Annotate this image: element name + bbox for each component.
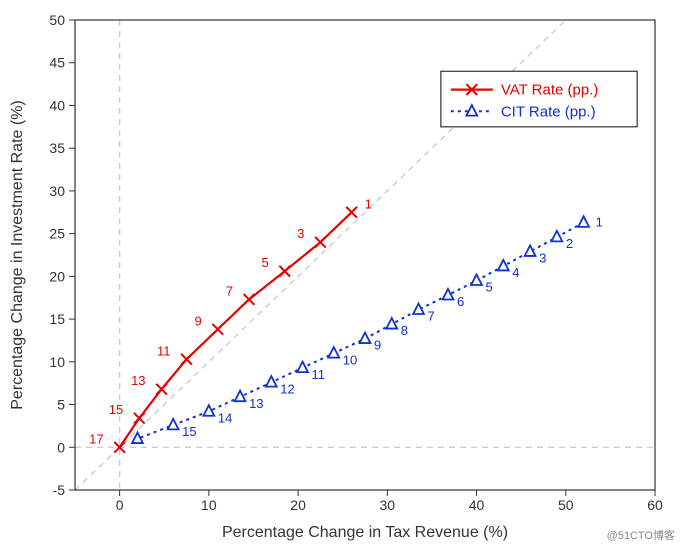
- point-label: 1: [596, 215, 603, 230]
- y-tick-label: 45: [49, 55, 65, 71]
- y-tick-label: 15: [49, 311, 65, 327]
- point-label: 2: [566, 236, 573, 251]
- point-label: 11: [157, 343, 171, 358]
- x-tick-label: 0: [116, 497, 124, 513]
- point-label: 13: [131, 373, 145, 388]
- point-label: 3: [539, 251, 546, 266]
- point-label: 15: [182, 424, 196, 439]
- point-label: 9: [374, 338, 381, 353]
- y-tick-label: 25: [49, 226, 65, 242]
- chart-svg: 0102030405060-505101520253035404550Perce…: [0, 0, 681, 545]
- point-label: 14: [218, 410, 232, 425]
- point-label: 3: [297, 226, 304, 241]
- point-label: 7: [226, 283, 233, 298]
- y-tick-label: 40: [49, 97, 65, 113]
- point-label: 8: [401, 323, 408, 338]
- point-label: 5: [261, 255, 268, 270]
- point-label: 10: [343, 352, 357, 367]
- point-label: 17: [89, 431, 103, 446]
- x-tick-label: 40: [469, 497, 485, 513]
- y-tick-label: 5: [57, 397, 65, 413]
- point-label: 7: [428, 309, 435, 324]
- y-axis-label: Percentage Change in Investment Rate (%): [9, 100, 26, 410]
- y-tick-label: 10: [49, 354, 65, 370]
- point-label: 6: [457, 294, 464, 309]
- x-tick-label: 30: [380, 497, 396, 513]
- y-tick-label: 30: [49, 183, 65, 199]
- x-tick-label: 50: [558, 497, 574, 513]
- y-tick-label: 50: [49, 12, 65, 28]
- point-label: 9: [195, 313, 202, 328]
- y-tick-label: 0: [57, 439, 65, 455]
- x-tick-label: 20: [290, 497, 306, 513]
- y-tick-label: -5: [53, 482, 66, 498]
- point-label: 13: [249, 396, 263, 411]
- x-tick-label: 10: [201, 497, 217, 513]
- point-label: 5: [486, 280, 493, 295]
- point-label: 15: [109, 402, 123, 417]
- legend-label: VAT Rate (pp.): [501, 82, 599, 99]
- x-axis-label: Percentage Change in Tax Revenue (%): [222, 524, 508, 541]
- y-tick-label: 20: [49, 268, 65, 284]
- y-tick-label: 35: [49, 140, 65, 156]
- point-label: 11: [312, 367, 326, 382]
- point-label: 4: [512, 265, 519, 280]
- point-label: 12: [280, 381, 294, 396]
- x-tick-label: 60: [647, 497, 663, 513]
- chart-container: 0102030405060-505101520253035404550Perce…: [0, 0, 681, 545]
- legend-label: CIT Rate (pp.): [501, 103, 596, 120]
- watermark: @51CTO博客: [605, 527, 677, 543]
- point-label: 1: [365, 196, 372, 211]
